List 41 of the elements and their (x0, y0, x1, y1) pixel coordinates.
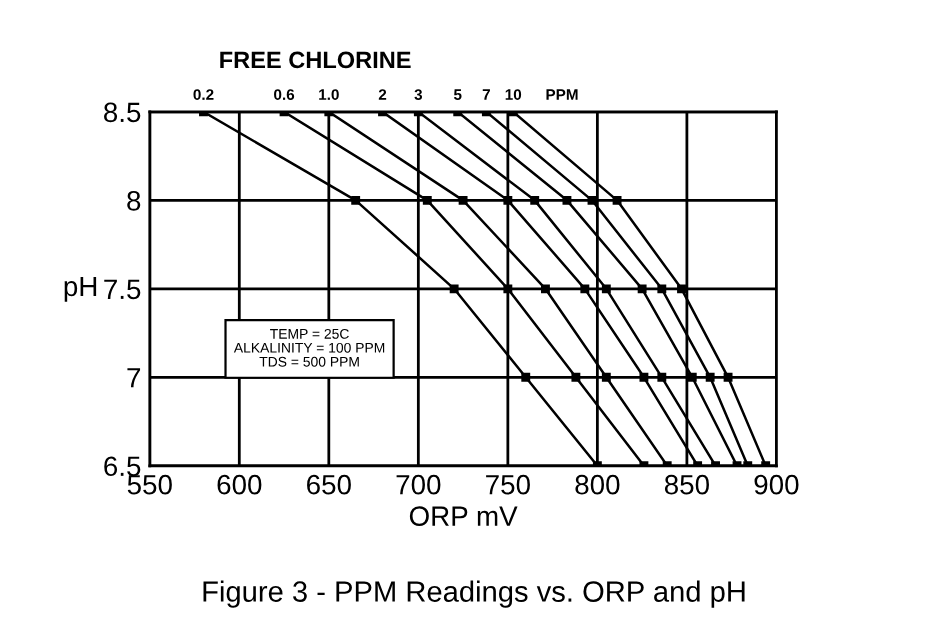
point (503, 195, 513, 205)
x-tick-label: 650 (307, 474, 351, 495)
y-axis-title: pH (64, 276, 97, 302)
point (723, 372, 733, 382)
point (521, 372, 531, 382)
point (639, 372, 649, 382)
point (458, 195, 468, 205)
point (637, 284, 647, 294)
point (422, 195, 432, 205)
y-tick-label: 6.5 (104, 456, 141, 477)
point (657, 372, 667, 382)
x-tick-label: 700 (396, 474, 441, 495)
x-tick-label: 750 (486, 474, 530, 495)
chart-title: FREE CHLORINE (220, 51, 411, 69)
point (677, 284, 686, 294)
y-tick-label: 8 (127, 191, 141, 211)
x-axis-title: ORP mV (409, 506, 518, 526)
point (562, 195, 572, 205)
point (530, 195, 540, 205)
x-tick-label: 900 (754, 474, 799, 495)
x-tick-label: 800 (575, 474, 620, 495)
point (601, 284, 611, 294)
y-tick-label: 7 (127, 368, 141, 388)
point (601, 372, 611, 382)
point (503, 284, 513, 294)
x-tick-label: 550 (127, 474, 172, 495)
y-tick-label: 7.5 (104, 279, 141, 300)
point (657, 284, 667, 294)
point (541, 284, 550, 294)
point (571, 372, 581, 382)
x-tick-label: 600 (217, 474, 262, 495)
point (580, 284, 590, 294)
y-tick-label: 8.5 (104, 102, 141, 123)
caption: Figure 3 - PPM Readings vs. ORP and pH (203, 580, 745, 608)
point (351, 195, 361, 205)
point (705, 372, 715, 382)
point (587, 195, 597, 205)
point (449, 284, 459, 294)
point (687, 372, 697, 382)
x-tick-label: 850 (664, 474, 709, 495)
point (612, 195, 622, 205)
